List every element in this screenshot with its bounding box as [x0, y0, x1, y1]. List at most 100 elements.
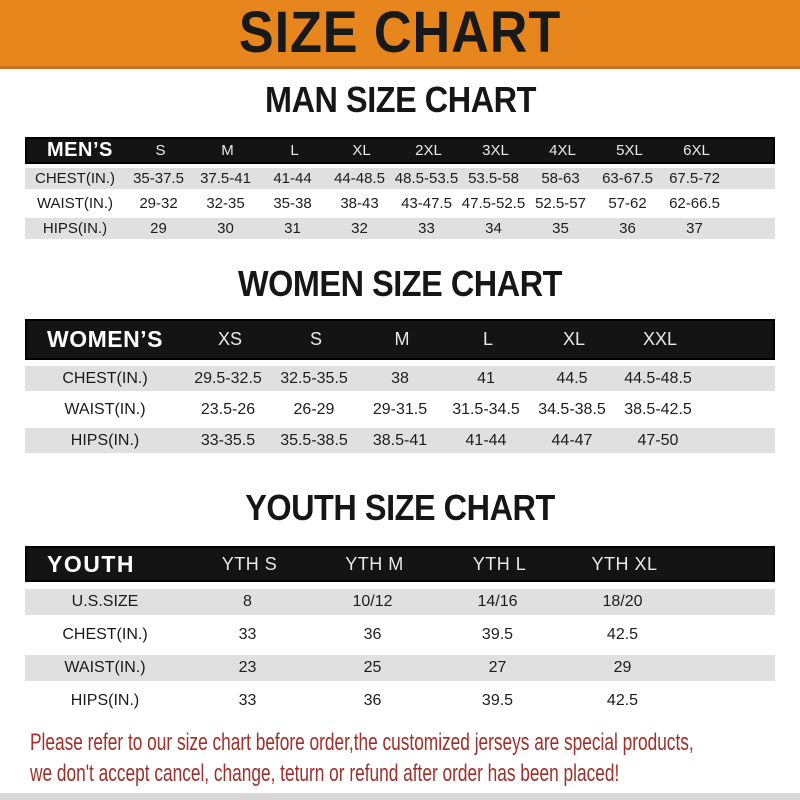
- size-value: 44.5-48.5: [624, 369, 692, 387]
- size-value: 44-47: [551, 431, 593, 449]
- size-value: 37.5-41: [200, 170, 251, 187]
- table-row: HIPS(IN.) 33 36 39.5 42.5: [25, 688, 775, 714]
- table-row: CHEST(IN.) 35-37.5 37.5-41 41-44 44-48.5 48.5…: [25, 168, 775, 189]
- size-value: 23.5-26: [200, 400, 256, 418]
- row-label: HIPS(IN.): [42, 220, 108, 237]
- size-value: 44-48.5: [334, 170, 385, 187]
- column-header: M: [394, 329, 410, 349]
- column-header: XS: [217, 329, 242, 349]
- size-value: 38-43: [340, 195, 379, 212]
- table-row: U.S.SIZE 8 10/12 14/16 18/20: [25, 589, 775, 615]
- size-value: 32-35: [206, 195, 245, 212]
- size-value: 29-31.5: [372, 400, 428, 418]
- table-row: WAIST(IN.) 23.5-26 26-29 29-31.5 31.5-34.5 34…: [25, 397, 775, 422]
- size-value: 41: [477, 369, 495, 387]
- row-label: WAIST(IN.): [64, 400, 146, 418]
- size-value: 34.5-38.5: [538, 400, 606, 418]
- column-header: L: [482, 329, 493, 349]
- disclaimer-line-1-text: Please refer to our size chart before or…: [30, 729, 694, 756]
- table-row: WAIST(IN.) 29-32 32-35 35-38 38-43 43-47.5 47.…: [25, 193, 775, 214]
- size-value: 52.5-57: [535, 195, 586, 212]
- man-section-title: MAN SIZE CHART: [0, 82, 800, 118]
- size-value: 38.5-41: [372, 431, 428, 449]
- size-value: 57-62: [608, 195, 647, 212]
- table-row: WAIST(IN.) 23 25 27 29: [25, 655, 775, 681]
- size-value: 18/20: [602, 593, 643, 610]
- size-value: 31.5-34.5: [452, 400, 520, 418]
- size-value: 14/16: [477, 593, 518, 610]
- size-value: 35: [552, 220, 569, 237]
- table-row: HIPS(IN.) 29 30 31 32 33 34 35 36 37: [25, 218, 775, 239]
- size-value: 58-63: [541, 170, 580, 187]
- column-header: 6XL: [683, 142, 710, 159]
- table-header-row: MEN’S S M L XL 2XL 3XL 4XL 5XL 6XL: [25, 137, 775, 164]
- size-value: 35-37.5: [133, 170, 184, 187]
- size-value: 31: [284, 220, 301, 237]
- column-header: YTH XL: [591, 553, 658, 574]
- bottom-strip: [0, 793, 800, 800]
- size-value: 38.5-42.5: [624, 400, 692, 418]
- youth-size-table: YOUTH YTH S YTH M YTH L YTH XL U.S.SIZE 8 10/12…: [25, 546, 775, 714]
- column-header: S: [309, 329, 322, 349]
- column-header: S: [155, 142, 166, 159]
- size-value: 47.5-52.5: [461, 195, 526, 212]
- disclaimer-line-2-text: we don't accept cancel, change, teturn o…: [30, 760, 620, 787]
- size-value: 48.5-53.5: [394, 170, 459, 187]
- size-value: 39.5: [481, 626, 514, 643]
- size-value: 25: [363, 659, 382, 676]
- column-header: YTH M: [345, 553, 404, 574]
- page-title: SIZE CHART: [221, 4, 579, 62]
- table-row: CHEST(IN.) 33 36 39.5 42.5: [25, 622, 775, 648]
- size-value: 67.5-72: [669, 170, 720, 187]
- row-label: WAIST(IN.): [64, 659, 146, 676]
- size-value: 35-38: [273, 195, 312, 212]
- size-value: 27: [488, 659, 507, 676]
- section-man: MAN SIZE CHART MEN’S S M L XL 2XL 3XL 4XL 5XL 6XL…: [0, 82, 800, 239]
- size-value: 44.5: [556, 369, 588, 387]
- table-row: HIPS(IN.) 33-35.5 35.5-38.5 38.5-41 41-44 44-…: [25, 428, 775, 453]
- column-header: YTH L: [472, 553, 527, 574]
- column-header: XL: [352, 142, 371, 159]
- column-header: 5XL: [616, 142, 643, 159]
- table-group-label: YOUTH: [47, 550, 135, 577]
- table-group-label: WOMEN’S: [47, 326, 163, 352]
- men-size-table: MEN’S S M L XL 2XL 3XL 4XL 5XL 6XL CHEST(IN.) 35-37…: [25, 137, 775, 239]
- column-header: 3XL: [482, 142, 509, 159]
- size-value: 63-67.5: [602, 170, 653, 187]
- column-header: XL: [562, 329, 586, 349]
- disclaimer-line-2: we don't accept cancel, change, teturn o…: [30, 758, 800, 789]
- youth-section-title: YOUTH SIZE CHART: [0, 490, 800, 526]
- size-value: 53.5-58: [468, 170, 519, 187]
- size-chart-banner: SIZE CHART: [0, 0, 800, 69]
- table-row: CHEST(IN.) 29.5-32.5 32.5-35.5 38 41 44.5 44.5…: [25, 366, 775, 391]
- size-value: 10/12: [352, 593, 393, 610]
- size-value: 30: [217, 220, 234, 237]
- size-value: 47-50: [637, 431, 679, 449]
- size-value: 36: [363, 692, 382, 709]
- size-value: 41-44: [465, 431, 507, 449]
- size-value: 42.5: [606, 692, 639, 709]
- row-label: CHEST(IN.): [62, 369, 148, 387]
- size-value: 32: [351, 220, 368, 237]
- row-label: HIPS(IN.): [70, 692, 140, 709]
- column-header: 4XL: [549, 142, 576, 159]
- row-label: CHEST(IN.): [35, 170, 115, 187]
- size-value: 42.5: [606, 626, 639, 643]
- disclaimer-line-1: Please refer to our size chart before or…: [30, 727, 800, 758]
- table-header-row: WOMEN’S XS S M L XL XXL: [25, 319, 775, 360]
- page-title-text: SIZE CHART: [238, 0, 562, 65]
- size-value: 8: [243, 593, 252, 610]
- size-value: 43-47.5: [401, 195, 452, 212]
- size-value: 29-32: [139, 195, 178, 212]
- size-value: 33: [238, 626, 257, 643]
- row-label: HIPS(IN.): [70, 431, 140, 449]
- size-value: 36: [619, 220, 636, 237]
- section-women: WOMEN SIZE CHART WOMEN’S XS S M L XL XXL CHEST(…: [0, 266, 800, 453]
- table-group-label: MEN’S: [47, 139, 113, 161]
- size-value: 33: [418, 220, 435, 237]
- women-size-table: WOMEN’S XS S M L XL XXL CHEST(IN.) 29.5-32.5 32.5…: [25, 319, 775, 453]
- size-value: 29: [150, 220, 167, 237]
- size-value: 39.5: [481, 692, 514, 709]
- size-value: 23: [238, 659, 257, 676]
- size-value: 33-35.5: [200, 431, 256, 449]
